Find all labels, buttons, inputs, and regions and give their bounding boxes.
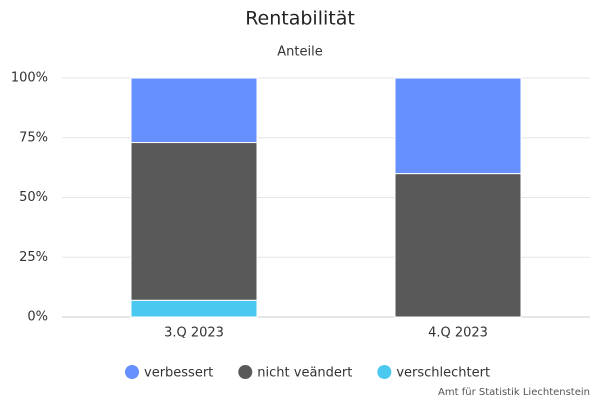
bar-segment — [394, 77, 522, 175]
y-tick-label: 75% — [19, 130, 48, 145]
chart-title: Rentabilität — [245, 8, 355, 30]
y-tick-label: 50% — [19, 190, 48, 205]
bar-segment — [394, 173, 522, 318]
legend-label: nicht veändert — [257, 366, 352, 381]
y-tick-label: 0% — [27, 310, 48, 325]
bar-segment — [130, 299, 258, 318]
x-tick-label: 4.Q 2023 — [428, 326, 488, 341]
chart-subtitle: Anteile — [277, 45, 322, 60]
legend-marker — [238, 365, 253, 379]
legend-label: verschlechtert — [396, 366, 490, 381]
credit: Amt für Statistik Liechtenstein — [438, 387, 590, 398]
bar-segment — [130, 142, 258, 301]
y-tick-label: 25% — [19, 250, 48, 265]
legend-marker — [125, 365, 139, 379]
legend-label: verbessert — [144, 366, 213, 381]
bar-segment — [130, 77, 258, 144]
legend-marker — [377, 365, 392, 379]
x-tick-label: 3.Q 2023 — [164, 326, 224, 341]
y-tick-label: 100% — [11, 71, 48, 86]
